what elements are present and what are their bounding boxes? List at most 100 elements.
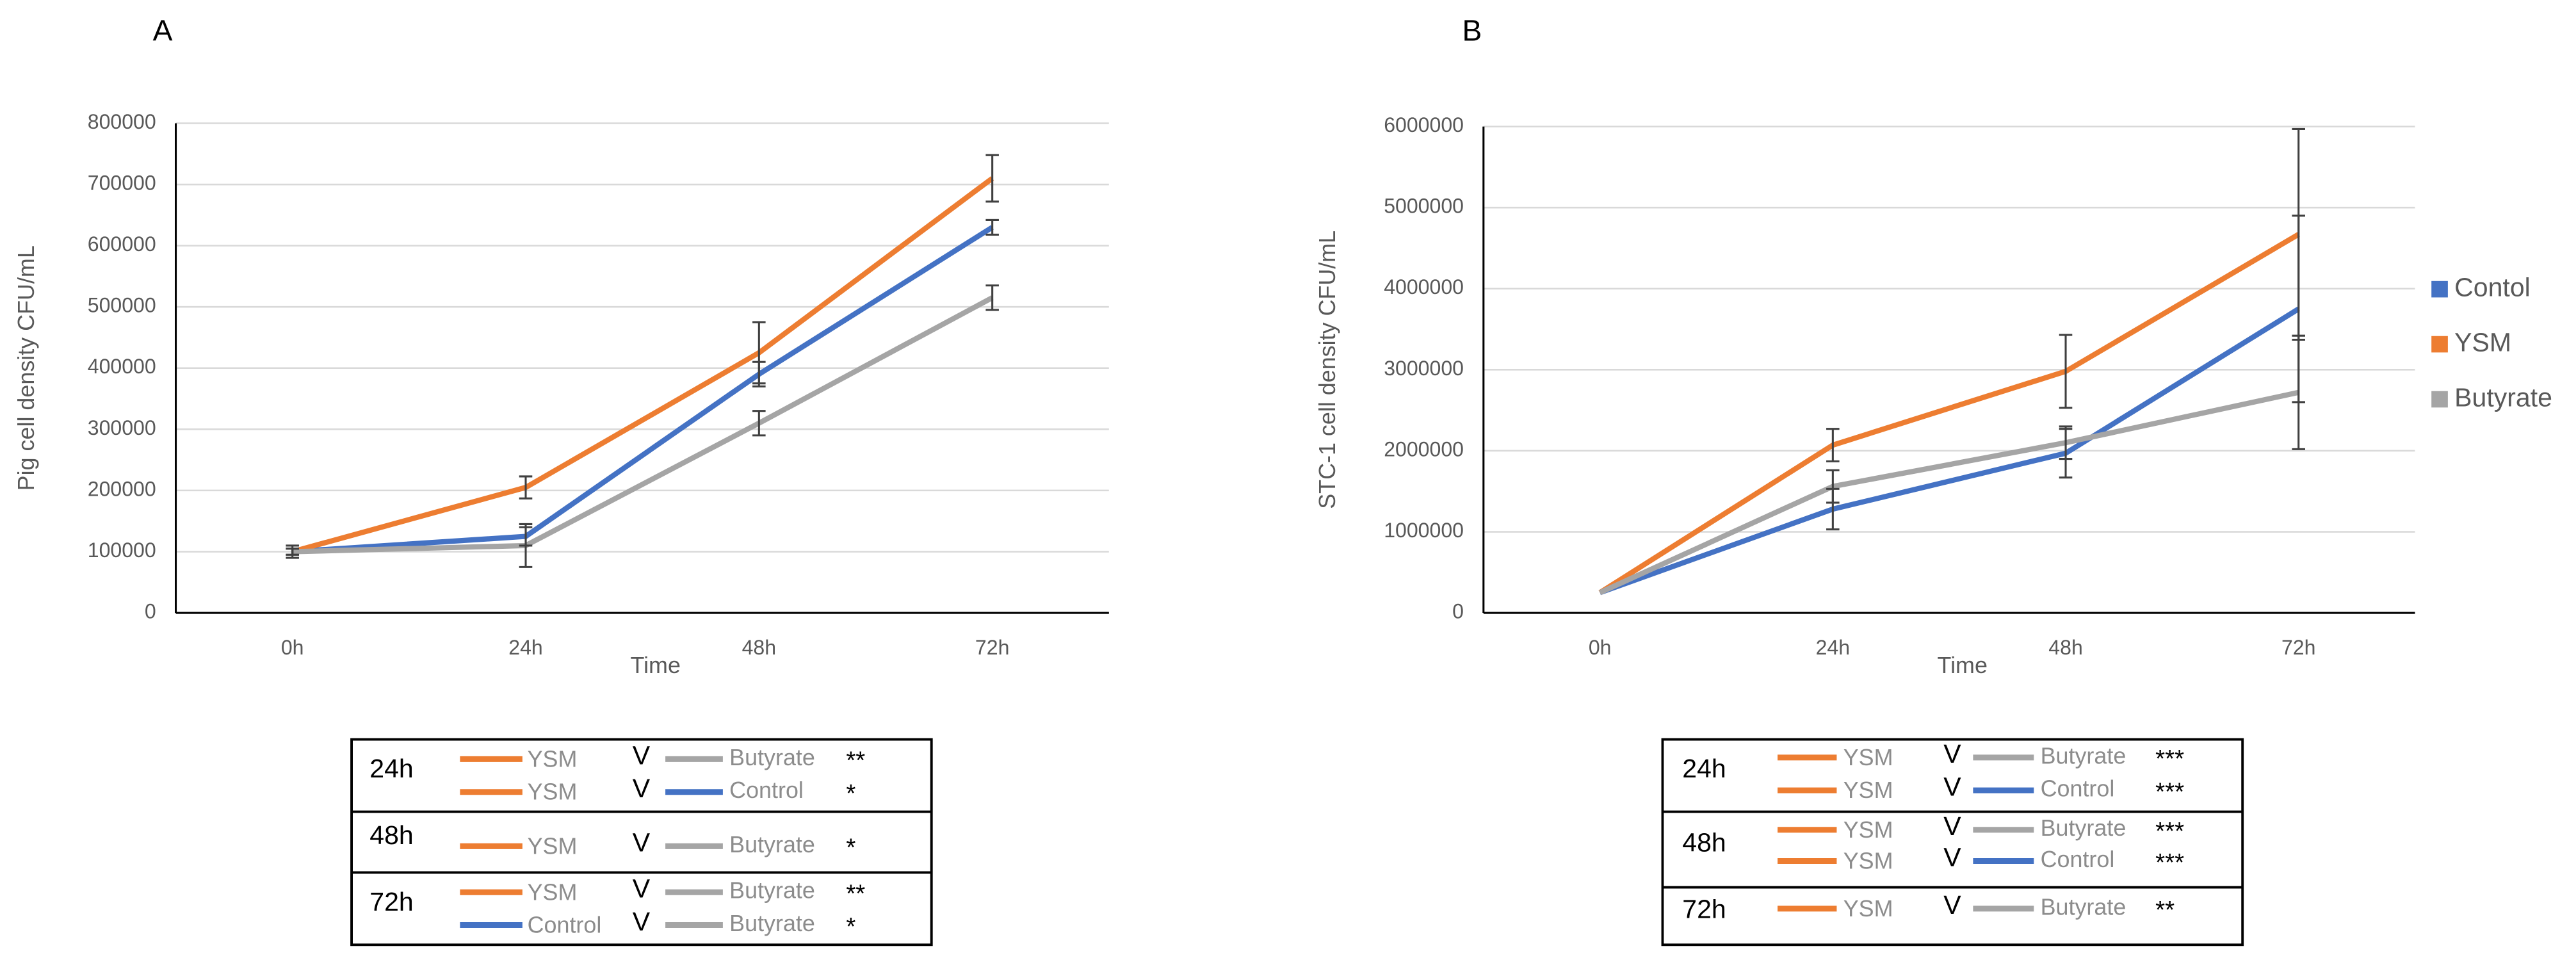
row-label-b: Butyrate bbox=[2041, 815, 2126, 841]
row-stars: *** bbox=[2155, 818, 2184, 845]
row-versus: V bbox=[1943, 811, 1961, 841]
row-label-b: Control bbox=[2041, 846, 2115, 872]
x-axis-title: Time bbox=[1937, 652, 1987, 678]
row-versus: V bbox=[1943, 890, 1961, 920]
row-label-a: YSM bbox=[1843, 744, 1893, 770]
row-versus: V bbox=[633, 907, 651, 936]
error-bar bbox=[1826, 469, 1840, 504]
legend-swatch bbox=[2431, 391, 2448, 408]
legend-swatch bbox=[2431, 336, 2448, 353]
row-label-a: YSM bbox=[1843, 895, 1893, 922]
y-tick-label: 0 bbox=[145, 600, 156, 623]
row-label-a: YSM bbox=[528, 779, 578, 805]
error-bar bbox=[985, 218, 999, 236]
row-stars: * bbox=[846, 913, 855, 941]
legend-label: YSM bbox=[2454, 327, 2511, 357]
row-stars: * bbox=[846, 780, 855, 808]
series-line bbox=[1599, 306, 2300, 596]
x-tick-label: 24h bbox=[508, 636, 543, 659]
row-label-a: YSM bbox=[1843, 777, 1893, 803]
panel-label: B bbox=[1462, 14, 1482, 47]
table-time: 72h bbox=[369, 887, 414, 916]
series-line bbox=[292, 295, 994, 555]
row-stars: ** bbox=[846, 747, 865, 775]
error-bar bbox=[286, 544, 299, 559]
row-stars: *** bbox=[2155, 745, 2184, 773]
y-tick-label: 3000000 bbox=[1384, 357, 1464, 380]
table-time: 48h bbox=[369, 820, 414, 850]
row-versus: V bbox=[1943, 843, 1961, 872]
row-label-a: YSM bbox=[1843, 848, 1893, 874]
y-tick-label: 600000 bbox=[88, 232, 156, 256]
legend-label: Contol bbox=[2454, 272, 2531, 302]
row-label-b: Butyrate bbox=[729, 877, 815, 904]
error-bar bbox=[519, 523, 533, 568]
row-label-a: YSM bbox=[1843, 817, 1893, 843]
error-bar bbox=[752, 321, 766, 385]
legend-label: Butyrate bbox=[2454, 382, 2552, 412]
row-label-a: YSM bbox=[528, 879, 578, 905]
x-tick-label: 0h bbox=[1589, 636, 1612, 659]
row-versus: V bbox=[1943, 739, 1961, 768]
row-versus: V bbox=[633, 874, 651, 903]
error-bar bbox=[2059, 334, 2073, 409]
row-label-b: Butyrate bbox=[2041, 742, 2126, 768]
panel-label: A bbox=[153, 14, 173, 47]
error-bar bbox=[519, 475, 533, 500]
x-tick-label: 24h bbox=[1816, 636, 1850, 659]
y-axis-title: Pig cell density CFU/mL bbox=[13, 245, 39, 491]
legend-swatch bbox=[2431, 280, 2448, 298]
x-tick-label: 0h bbox=[281, 636, 304, 659]
table-time: 24h bbox=[369, 754, 414, 783]
y-tick-label: 100000 bbox=[88, 539, 156, 562]
table-time: 24h bbox=[1682, 754, 1726, 783]
error-bar bbox=[2059, 425, 2073, 460]
row-label-b: Butyrate bbox=[729, 744, 815, 770]
x-tick-label: 72h bbox=[2281, 636, 2315, 659]
y-tick-label: 800000 bbox=[88, 110, 156, 133]
row-label-b: Butyrate bbox=[729, 831, 815, 857]
error-bar bbox=[985, 284, 999, 311]
error-bar bbox=[752, 410, 766, 437]
y-tick-label: 4000000 bbox=[1384, 275, 1464, 298]
y-tick-label: 1000000 bbox=[1384, 519, 1464, 542]
row-versus: V bbox=[633, 741, 651, 770]
table-border bbox=[1661, 738, 2244, 947]
series-line bbox=[1598, 232, 2300, 595]
row-label-a: YSM bbox=[528, 833, 578, 859]
row-stars: ** bbox=[2155, 897, 2175, 924]
error-bar bbox=[985, 154, 999, 203]
y-axis-title: STC-1 cell density CFU/mL bbox=[1314, 231, 1340, 509]
y-tick-label: 0 bbox=[1452, 600, 1464, 623]
series-line bbox=[1598, 389, 2299, 596]
row-label-b: Control bbox=[2041, 776, 2115, 802]
y-tick-label: 200000 bbox=[88, 477, 156, 500]
series-line bbox=[292, 225, 994, 555]
table-time: 72h bbox=[1682, 895, 1726, 924]
x-axis-title: Time bbox=[630, 652, 680, 678]
row-label-a: YSM bbox=[528, 745, 578, 772]
row-stars: *** bbox=[2155, 778, 2184, 806]
y-tick-label: 6000000 bbox=[1384, 113, 1464, 136]
y-tick-label: 2000000 bbox=[1384, 437, 1464, 460]
y-tick-label: 700000 bbox=[88, 172, 156, 195]
table-time: 48h bbox=[1682, 828, 1726, 857]
error-bar bbox=[1826, 428, 1840, 462]
x-tick-label: 48h bbox=[2048, 636, 2083, 659]
row-versus: V bbox=[633, 774, 651, 803]
row-stars: ** bbox=[846, 881, 865, 908]
series-line bbox=[291, 176, 994, 555]
row-label-b: Control bbox=[729, 777, 804, 803]
table-border bbox=[350, 738, 933, 947]
row-versus: V bbox=[1943, 772, 1961, 801]
row-versus: V bbox=[633, 828, 651, 857]
row-label-b: Butyrate bbox=[2041, 893, 2126, 920]
x-tick-label: 48h bbox=[742, 636, 777, 659]
y-tick-label: 400000 bbox=[88, 355, 156, 378]
row-stars: *** bbox=[2155, 849, 2184, 877]
y-tick-label: 300000 bbox=[88, 416, 156, 439]
y-tick-label: 5000000 bbox=[1384, 195, 1464, 218]
error-bar bbox=[2292, 334, 2305, 450]
row-label-a: Control bbox=[528, 912, 602, 938]
